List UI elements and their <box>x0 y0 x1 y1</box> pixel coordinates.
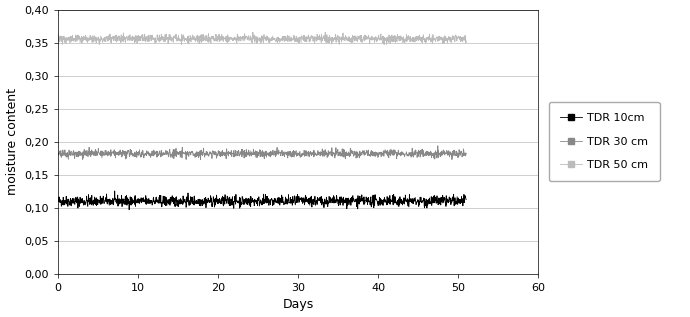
TDR 50 cm <box>102 38 110 42</box>
TDR 30 cm <box>286 149 295 153</box>
TDR 10cm <box>462 198 471 202</box>
TDR 10cm <box>236 197 244 200</box>
TDR 10cm <box>86 199 94 203</box>
Line: TDR 30 cm: TDR 30 cm <box>58 146 466 159</box>
TDR 50 cm <box>248 30 257 34</box>
Line: TDR 10cm: TDR 10cm <box>58 191 466 210</box>
Legend: TDR 10cm, TDR 30 cm, TDR 50 cm: TDR 10cm, TDR 30 cm, TDR 50 cm <box>549 102 660 181</box>
TDR 50 cm <box>54 41 62 44</box>
TDR 30 cm <box>462 152 471 156</box>
Line: TDR 50 cm: TDR 50 cm <box>58 32 466 45</box>
TDR 50 cm <box>286 37 295 41</box>
TDR 30 cm <box>102 149 110 152</box>
TDR 50 cm <box>380 43 388 47</box>
TDR 50 cm <box>86 37 94 41</box>
TDR 50 cm <box>235 36 244 39</box>
TDR 30 cm <box>54 150 62 154</box>
TDR 30 cm <box>227 149 235 152</box>
TDR 30 cm <box>235 152 244 156</box>
TDR 10cm <box>110 189 119 193</box>
TDR 30 cm <box>243 153 251 157</box>
X-axis label: Days: Days <box>282 298 314 311</box>
TDR 10cm <box>244 198 252 202</box>
TDR 10cm <box>286 201 295 204</box>
TDR 50 cm <box>227 37 235 41</box>
TDR 30 cm <box>86 151 94 155</box>
TDR 50 cm <box>243 35 251 39</box>
TDR 10cm <box>125 208 133 212</box>
TDR 10cm <box>102 196 110 199</box>
TDR 30 cm <box>433 144 442 148</box>
TDR 30 cm <box>197 158 205 161</box>
TDR 10cm <box>228 203 236 206</box>
Y-axis label: moisture content: moisture content <box>6 88 19 195</box>
TDR 50 cm <box>462 39 471 43</box>
TDR 10cm <box>54 198 62 202</box>
